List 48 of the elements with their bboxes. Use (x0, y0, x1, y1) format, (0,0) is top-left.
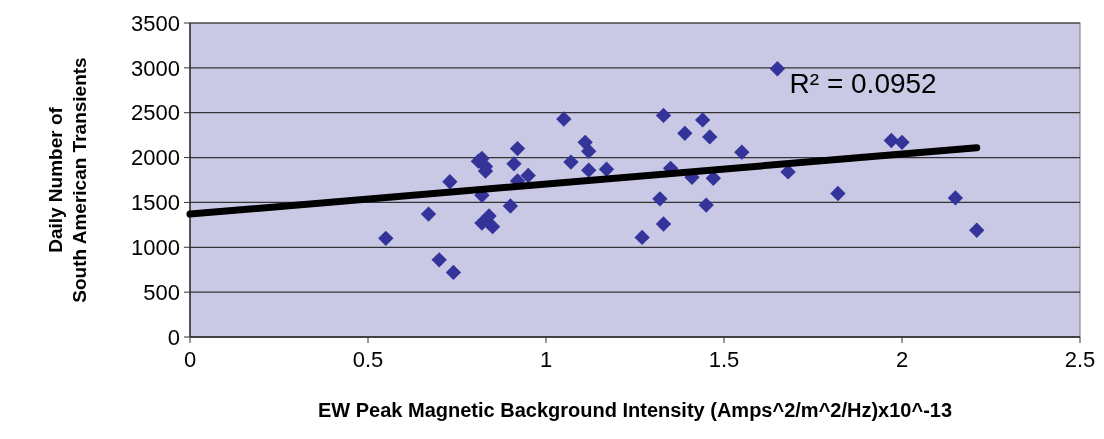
y-tick-label: 2500 (131, 100, 180, 126)
x-tick-label: 1.5 (708, 347, 740, 372)
point (702, 129, 718, 145)
point (502, 198, 519, 214)
point (698, 197, 714, 213)
y-axis-title: Daily Number of South American Transients (45, 57, 90, 303)
point (677, 125, 693, 142)
point (481, 208, 497, 224)
point (598, 161, 615, 177)
x-tick-label: 0.5 (352, 347, 384, 372)
annotation: R² = 0.0952 (789, 67, 937, 99)
point (431, 252, 447, 268)
point (506, 156, 522, 172)
point (520, 167, 536, 184)
x-tick-label: 0 (183, 347, 197, 372)
point (655, 216, 672, 232)
y-tick-label: 2000 (131, 145, 180, 171)
point (780, 164, 796, 180)
point (378, 230, 394, 246)
point (581, 143, 597, 159)
y-tick-label: 0 (167, 324, 180, 350)
point (830, 185, 846, 202)
x-axis-title: EW Peak Magnetic Background Intensity (Amps^2/m^2/Hz)x10^-13 (317, 399, 953, 421)
y-tick-label: 500 (143, 279, 180, 305)
point (442, 174, 458, 190)
point (655, 107, 672, 124)
x-tick-label: 2.5 (1064, 347, 1096, 372)
point (420, 206, 437, 222)
point (652, 191, 668, 207)
point (563, 154, 579, 170)
point (694, 112, 711, 128)
point (556, 111, 572, 127)
point (969, 222, 985, 238)
y-tick-label: 1000 (131, 234, 180, 260)
point (509, 140, 526, 157)
point (445, 264, 462, 281)
point (734, 144, 750, 160)
point (769, 61, 786, 77)
point (894, 134, 910, 150)
x-tick-label: 1 (539, 347, 553, 372)
point (484, 218, 501, 235)
x-tick-label: 2 (895, 347, 909, 372)
y-tick-label: 1500 (131, 190, 180, 216)
point (634, 229, 650, 246)
point (581, 162, 597, 178)
y-tick-label: 3000 (131, 55, 180, 81)
y-tick-label: 3500 (131, 10, 180, 36)
point (947, 190, 964, 206)
